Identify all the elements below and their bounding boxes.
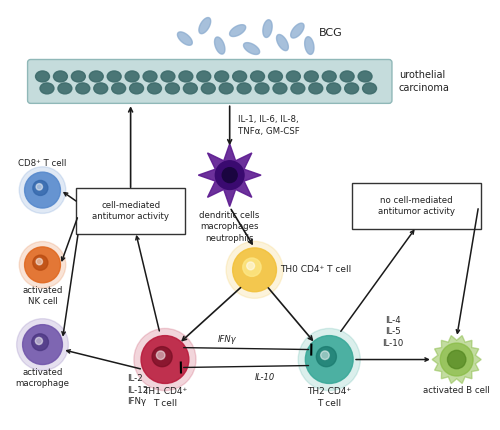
Polygon shape: [263, 20, 272, 37]
Ellipse shape: [232, 71, 246, 82]
Circle shape: [226, 241, 283, 298]
Ellipse shape: [130, 83, 143, 94]
Circle shape: [134, 329, 196, 390]
Polygon shape: [276, 34, 288, 51]
Text: TH1 CD4⁺
T cell: TH1 CD4⁺ T cell: [143, 387, 187, 408]
Text: TH2 CD4⁺
T cell: TH2 CD4⁺ T cell: [307, 387, 352, 408]
Ellipse shape: [273, 83, 287, 94]
Circle shape: [306, 335, 353, 384]
Ellipse shape: [179, 71, 193, 82]
Ellipse shape: [76, 83, 90, 94]
Ellipse shape: [322, 71, 336, 82]
Text: CD8⁺ T cell: CD8⁺ T cell: [18, 159, 66, 168]
Ellipse shape: [291, 83, 305, 94]
Circle shape: [298, 329, 360, 390]
Circle shape: [246, 262, 254, 270]
FancyBboxPatch shape: [352, 183, 480, 229]
FancyBboxPatch shape: [76, 188, 185, 234]
Circle shape: [216, 161, 244, 190]
Ellipse shape: [72, 71, 86, 82]
Circle shape: [22, 325, 62, 365]
Circle shape: [36, 338, 43, 344]
Polygon shape: [214, 37, 225, 54]
Ellipse shape: [268, 71, 282, 82]
FancyBboxPatch shape: [28, 59, 392, 103]
Ellipse shape: [250, 71, 264, 82]
Ellipse shape: [358, 71, 372, 82]
Text: BCG: BCG: [320, 28, 343, 37]
Circle shape: [222, 168, 237, 183]
Ellipse shape: [166, 83, 179, 94]
Circle shape: [440, 343, 473, 376]
Ellipse shape: [197, 71, 211, 82]
Text: activated
macrophage: activated macrophage: [16, 368, 70, 387]
Text: IL-4
IL-5
IL-10: IL-4 IL-5 IL-10: [382, 316, 404, 347]
Ellipse shape: [340, 71, 354, 82]
Circle shape: [24, 172, 60, 208]
Circle shape: [141, 335, 189, 384]
Ellipse shape: [255, 83, 269, 94]
Ellipse shape: [214, 71, 228, 82]
Ellipse shape: [36, 71, 50, 82]
Text: activated
NK cell: activated NK cell: [22, 286, 62, 306]
Circle shape: [32, 334, 48, 350]
Ellipse shape: [362, 83, 376, 94]
Ellipse shape: [161, 71, 175, 82]
Circle shape: [24, 247, 60, 283]
Polygon shape: [230, 25, 246, 37]
Text: TH0 CD4⁺ T cell: TH0 CD4⁺ T cell: [280, 265, 351, 274]
Ellipse shape: [107, 71, 121, 82]
Polygon shape: [198, 144, 261, 206]
Circle shape: [448, 350, 466, 369]
Ellipse shape: [326, 83, 340, 94]
Circle shape: [36, 184, 43, 190]
Text: IL-10: IL-10: [255, 373, 275, 382]
Ellipse shape: [309, 83, 323, 94]
Text: cell-mediated
antitumor activity: cell-mediated antitumor activity: [92, 201, 169, 221]
Circle shape: [33, 181, 48, 196]
Text: urothelial
carcinoma: urothelial carcinoma: [399, 70, 450, 93]
Ellipse shape: [304, 71, 318, 82]
Ellipse shape: [40, 83, 54, 94]
Text: dendritic cells
macrophages
neutrophils: dendritic cells macrophages neutrophils: [200, 211, 260, 243]
Text: IL-2
IL-12
IFNγ: IL-2 IL-12 IFNγ: [127, 375, 148, 406]
Text: IL-1, IL-6, IL-8,
TNFα, GM-CSF: IL-1, IL-6, IL-8, TNFα, GM-CSF: [238, 115, 300, 135]
Text: no cell-mediated
antitumor activity: no cell-mediated antitumor activity: [378, 196, 455, 216]
Ellipse shape: [286, 71, 300, 82]
Polygon shape: [432, 335, 481, 384]
Circle shape: [316, 347, 336, 367]
Circle shape: [33, 255, 48, 270]
Circle shape: [19, 167, 66, 213]
Polygon shape: [290, 23, 304, 38]
Ellipse shape: [94, 83, 108, 94]
Polygon shape: [178, 32, 192, 45]
Circle shape: [152, 347, 172, 367]
Text: activated B cell: activated B cell: [424, 387, 490, 396]
Ellipse shape: [148, 83, 162, 94]
Circle shape: [16, 319, 68, 371]
Ellipse shape: [219, 83, 233, 94]
Ellipse shape: [112, 83, 126, 94]
Ellipse shape: [58, 83, 72, 94]
Ellipse shape: [344, 83, 358, 94]
Ellipse shape: [125, 71, 139, 82]
Polygon shape: [199, 18, 210, 34]
Circle shape: [320, 351, 329, 359]
Ellipse shape: [202, 83, 215, 94]
Ellipse shape: [143, 71, 157, 82]
Ellipse shape: [90, 71, 103, 82]
Ellipse shape: [54, 71, 68, 82]
Circle shape: [242, 258, 261, 276]
Polygon shape: [304, 37, 314, 54]
Ellipse shape: [184, 83, 198, 94]
Circle shape: [36, 258, 43, 265]
Polygon shape: [244, 43, 260, 55]
Text: IFNγ: IFNγ: [218, 335, 236, 344]
Ellipse shape: [237, 83, 251, 94]
Circle shape: [19, 242, 66, 288]
Circle shape: [232, 248, 276, 292]
Circle shape: [156, 351, 165, 359]
